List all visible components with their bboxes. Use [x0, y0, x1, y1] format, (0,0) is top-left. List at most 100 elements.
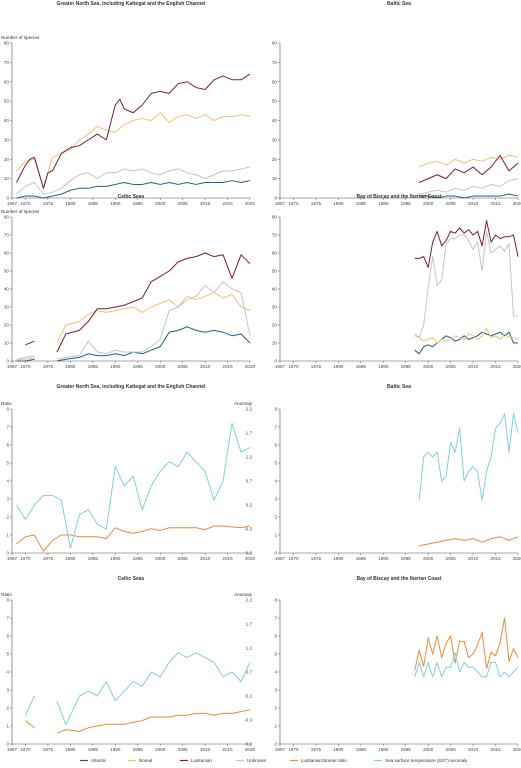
x-tick-label: 2005 [178, 747, 189, 752]
x-tick-label: 1985 [88, 747, 99, 752]
series-line-lusitanian [56, 252, 251, 353]
x-tick-label: 1990 [110, 556, 121, 561]
series-line-ratio [56, 709, 251, 734]
y-tick-label: 8 [6, 598, 9, 603]
y-tick-label: 80 [272, 215, 278, 220]
y-tick-label: 70 [272, 233, 278, 238]
legend-label: Sea surface temperature (SST) anomaly [385, 758, 468, 763]
x-tick-label: 1975 [311, 747, 322, 752]
y-tick-label: 0 [6, 359, 9, 364]
x-tick-label: 1970 [288, 364, 299, 369]
y-tick-label: 7 [6, 425, 9, 430]
series-line-unknown [16, 166, 251, 195]
legend-label: Lusitanian [191, 758, 212, 763]
y-tick-label: 3 [274, 688, 277, 693]
legend-label: Boreal [139, 758, 152, 763]
x-tick-label: 2015 [222, 556, 233, 561]
y-tick-label: 7 [274, 616, 277, 621]
x-tick-label: 1995 [133, 556, 144, 561]
y-tick-label: 0 [274, 359, 277, 364]
y-right-tick-label: 0.2 [246, 503, 253, 508]
y-right-tick-label: 0.2 [246, 694, 253, 699]
y-tick-label: 20 [272, 157, 278, 162]
series-line-ratio [414, 617, 519, 671]
y-tick-label: 6 [6, 443, 9, 448]
x-tick-label: 1980 [65, 747, 76, 752]
x-tick-label: 2000 [423, 364, 434, 369]
x-tick-label: 2005 [178, 201, 189, 206]
x-tick-label: 1967 [275, 747, 286, 752]
y-tick-label: 70 [4, 233, 10, 238]
y-tick-label: 0 [274, 196, 277, 201]
series-line-unknown [56, 281, 251, 360]
x-tick-label: 2010 [468, 364, 479, 369]
series-line-unknown [16, 355, 35, 360]
y-tick-label: 7 [6, 616, 9, 621]
series-line-atlantic [16, 180, 251, 199]
x-tick-label: 1967 [275, 201, 286, 206]
y-tick-label: 4 [6, 670, 9, 675]
chart-panel: Baltic Sea 0 1 2 3 4 5 6 7 8 1967 1970 1975 1980 1985 1… [274, 384, 521, 561]
x-tick-label: 2010 [468, 556, 479, 561]
x-tick-label: 1975 [311, 556, 322, 561]
y-axis-label: Number of species [1, 35, 40, 40]
legend: Atlantic Boreal Lusitanian Unknown Lusitania… [80, 758, 468, 763]
x-tick-label: 1970 [288, 556, 299, 561]
x-tick-label: 1990 [378, 556, 389, 561]
x-tick-label: 1967 [7, 201, 18, 206]
x-tick-label: 1980 [333, 747, 344, 752]
panel-title: Greater North Sea, including Kattegat an… [57, 384, 207, 390]
x-tick-label: 1985 [88, 364, 99, 369]
series-line-sst [414, 652, 519, 678]
x-tick-label: 2010 [468, 747, 479, 752]
series-line-atlantic [56, 326, 251, 362]
y-tick-label: 1 [274, 533, 277, 538]
y-tick-label: 0 [6, 551, 9, 556]
y-right-tick-label: 0.7 [246, 479, 253, 484]
y-axis-right-label: Anomaly [234, 401, 253, 406]
y-tick-label: 4 [274, 670, 277, 675]
x-tick-label: 2020 [245, 556, 256, 561]
legend-label: Unknown [247, 758, 267, 763]
series-line-sst [25, 695, 35, 716]
y-axis-label: Ratio [1, 401, 12, 406]
x-tick-label: 2015 [490, 201, 501, 206]
y-tick-label: 10 [272, 176, 278, 181]
y-tick-label: 2 [6, 706, 9, 711]
x-tick-label: 2020 [513, 556, 521, 561]
y-tick-label: 60 [4, 79, 10, 84]
y-right-tick-label: 2.2 [246, 598, 253, 603]
x-tick-label: 2005 [446, 556, 457, 561]
x-tick-label: 1995 [401, 747, 412, 752]
chart-panel: Bay of Biscay and the Iberian Coast 0 1 2 3 4… [274, 576, 521, 752]
y-tick-label: 30 [4, 137, 10, 142]
y-tick-label: 2 [274, 515, 277, 520]
x-tick-label: 2010 [200, 747, 211, 752]
x-tick-label: 2005 [446, 201, 457, 206]
y-right-tick-label: 1.7 [246, 431, 253, 436]
y-tick-label: 40 [4, 118, 10, 123]
x-tick-label: 2000 [423, 201, 434, 206]
x-tick-label: 1980 [65, 556, 76, 561]
x-tick-label: 1970 [288, 201, 299, 206]
x-tick-label: 1970 [20, 556, 31, 561]
x-tick-label: 1990 [378, 747, 389, 752]
chart-panel: Greater North Sea, including Kattegat an… [1, 384, 256, 561]
x-tick-label: 1990 [378, 201, 389, 206]
series-line-boreal [414, 328, 519, 344]
y-tick-label: 30 [272, 137, 278, 142]
y-tick-label: 10 [4, 341, 10, 346]
x-tick-label: 1975 [43, 201, 54, 206]
x-tick-label: 2015 [222, 747, 233, 752]
series-line-ratio [16, 525, 251, 552]
y-tick-label: 0 [274, 551, 277, 556]
panel-title: Bay of Biscay and the Iberian Coast [356, 194, 441, 200]
x-tick-label: 2020 [245, 201, 256, 206]
y-tick-label: 40 [272, 118, 278, 123]
x-tick-label: 1970 [20, 747, 31, 752]
x-tick-label: 2005 [178, 364, 189, 369]
y-tick-label: 20 [4, 157, 10, 162]
y-tick-label: 40 [272, 287, 278, 292]
x-tick-label: 1975 [43, 556, 54, 561]
x-tick-label: 1970 [20, 201, 31, 206]
